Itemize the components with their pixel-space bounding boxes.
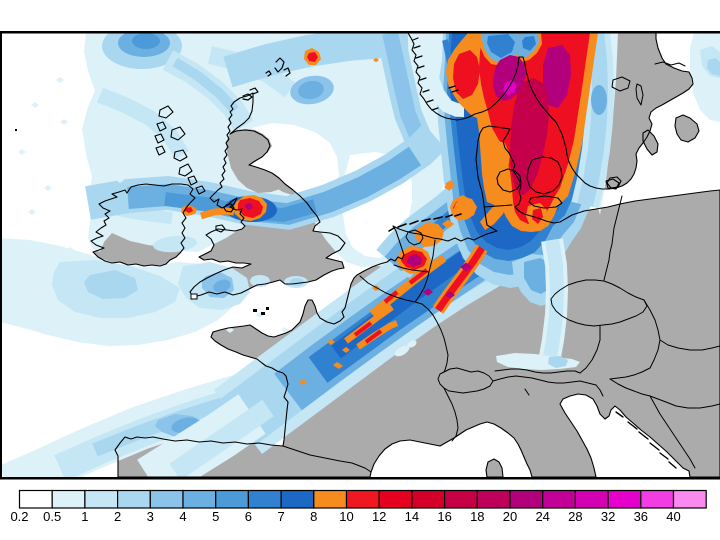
svg-text:36: 36 [634,509,648,524]
svg-text:1: 1 [81,509,88,524]
svg-text:14: 14 [405,509,419,524]
svg-text:10: 10 [339,509,353,524]
svg-text:0.5: 0.5 [43,509,61,524]
svg-text:8: 8 [310,509,317,524]
svg-text:24: 24 [535,509,549,524]
svg-text:12: 12 [372,509,386,524]
svg-text:32: 32 [601,509,615,524]
svg-text:2: 2 [114,509,121,524]
svg-text:40: 40 [666,509,680,524]
svg-text:6: 6 [245,509,252,524]
svg-text:18: 18 [470,509,484,524]
svg-text:7: 7 [277,509,284,524]
svg-text:5: 5 [212,509,219,524]
svg-text:16: 16 [437,509,451,524]
svg-text:0.2: 0.2 [10,509,28,524]
svg-text:4: 4 [179,509,186,524]
svg-text:28: 28 [568,509,582,524]
svg-text:20: 20 [503,509,517,524]
svg-text:3: 3 [147,509,154,524]
